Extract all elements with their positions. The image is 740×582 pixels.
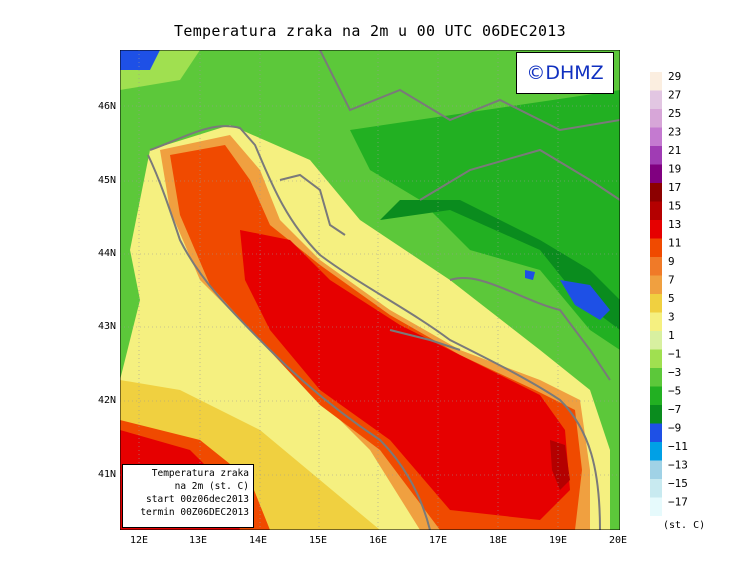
- legend-label: 5: [668, 292, 675, 305]
- legend-swatch: [650, 257, 662, 276]
- color-legend: 29 27 25 23 21 19 17 15 13 11 9 7 5 3 1 −1 −3 −5 −7 −9 −11 −1…: [650, 72, 710, 517]
- legend-label: −1: [668, 348, 681, 361]
- legend-swatch: [650, 368, 662, 387]
- legend-label: −15: [668, 477, 688, 490]
- info-line: na 2m (st. C): [174, 481, 249, 492]
- lon-label: 18E: [488, 535, 508, 546]
- lon-label: 14E: [248, 535, 268, 546]
- legend-swatch: [650, 109, 662, 128]
- legend-swatch: [650, 183, 662, 202]
- temperature-map: [119, 49, 621, 531]
- legend-unit: (st. C): [663, 520, 706, 531]
- legend-label: 11: [668, 237, 681, 250]
- lon-label: 15E: [308, 535, 328, 546]
- legend-swatch: [650, 164, 662, 183]
- legend-swatch: [650, 331, 662, 350]
- coastlines: [147, 49, 621, 531]
- legend-label: 27: [668, 89, 681, 102]
- info-line: Temperatura zraka: [151, 468, 249, 479]
- legend-label: 15: [668, 200, 681, 213]
- legend-label: −11: [668, 440, 688, 453]
- sea-red: [240, 230, 570, 520]
- lat-label: 42N: [97, 395, 116, 406]
- lon-label: 19E: [548, 535, 568, 546]
- lat-label: 41N: [97, 469, 116, 480]
- graticule: [120, 50, 620, 530]
- lon-label: 12E: [129, 535, 149, 546]
- legend-label: −3: [668, 366, 681, 379]
- legend-label: −17: [668, 496, 688, 509]
- legend-label: 29: [668, 72, 681, 83]
- inland-darker-green: [380, 200, 620, 330]
- legend-label: 3: [668, 311, 675, 324]
- legend-swatch: [650, 238, 662, 257]
- lon-label: 20E: [608, 535, 628, 546]
- legend-swatch: [650, 423, 662, 442]
- legend-label: 23: [668, 126, 681, 139]
- lon-label: 17E: [428, 535, 448, 546]
- legend-label: 19: [668, 163, 681, 176]
- legend-swatch: [650, 275, 662, 294]
- legend-label: 9: [668, 255, 675, 268]
- legend-swatch: [650, 90, 662, 109]
- legend-label: 1: [668, 329, 675, 342]
- legend-label: 25: [668, 107, 681, 120]
- legend-label: −9: [668, 422, 681, 435]
- legend-swatch: [650, 201, 662, 220]
- legend-swatch: [650, 312, 662, 331]
- legend-swatch: [650, 386, 662, 405]
- legend-label: −7: [668, 403, 681, 416]
- legend-swatch: [650, 72, 662, 91]
- sea-warm-core: [550, 440, 570, 490]
- lat-label: 44N: [97, 248, 116, 259]
- lon-label: 16E: [368, 535, 388, 546]
- legend-label: 13: [668, 218, 681, 231]
- legend-label: 21: [668, 144, 681, 157]
- lon-label: 13E: [188, 535, 208, 546]
- map-canvas: [119, 49, 621, 531]
- legend-label: 17: [668, 181, 681, 194]
- legend-svg: 29 27 25 23 21 19 17 15 13 11 9 7 5 3 1 −1 −3 −5 −7 −9 −11 −1…: [650, 72, 688, 516]
- legend-swatch: [650, 127, 662, 146]
- copyright-label: ©DHMZ: [516, 52, 614, 94]
- lat-label: 46N: [97, 101, 116, 112]
- lat-label: 45N: [97, 175, 116, 186]
- info-line: start 00z06dec2013: [146, 494, 249, 505]
- legend-swatch: [650, 349, 662, 368]
- legend-swatch: [650, 460, 662, 479]
- legend-swatch: [650, 405, 662, 424]
- legend-swatch: [650, 220, 662, 239]
- cold-spot-se: [560, 280, 610, 320]
- legend-swatch: [650, 479, 662, 498]
- legend-swatch: [650, 497, 662, 516]
- legend-swatch: [650, 442, 662, 461]
- legend-swatch: [650, 146, 662, 165]
- legend-label: −5: [668, 385, 681, 398]
- info-line: termin 00Z06DEC2013: [140, 507, 249, 518]
- info-box: Temperatura zraka na 2m (st. C) start 00…: [122, 464, 254, 528]
- cold-spot-mid: [525, 270, 535, 280]
- legend-label: 7: [668, 274, 675, 287]
- lat-label: 43N: [97, 321, 116, 332]
- map-title: Temperatura zraka na 2m u 00 UTC 06DEC20…: [174, 22, 566, 40]
- legend-swatch: [650, 294, 662, 313]
- legend-label: −13: [668, 459, 688, 472]
- cold-spot-nw: [120, 50, 160, 70]
